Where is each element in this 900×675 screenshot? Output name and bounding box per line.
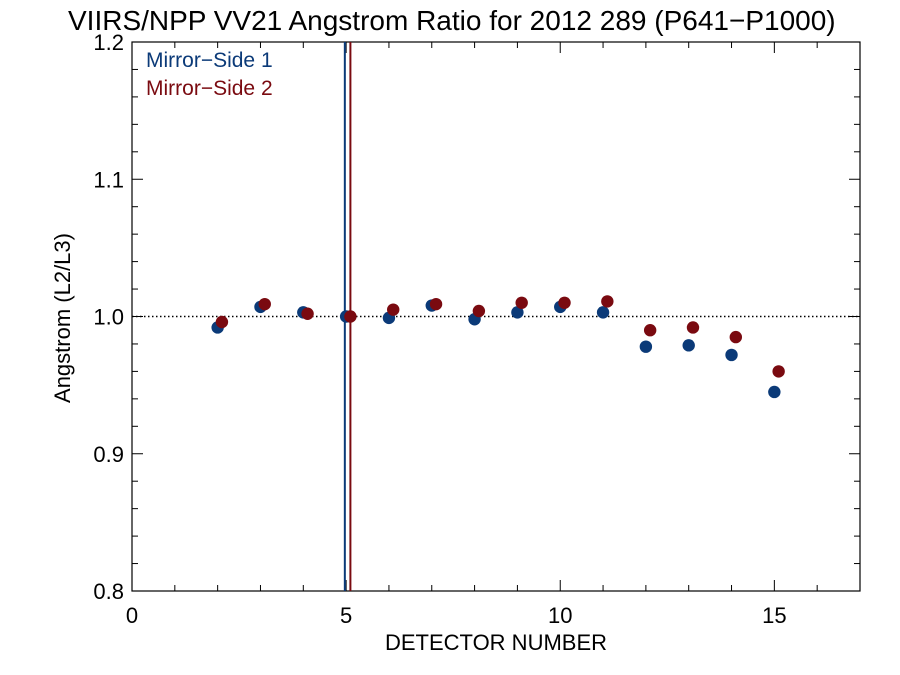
data-point-series-2 [301,307,314,320]
y-axis-label: Angstrom (L2/L3) [50,233,75,403]
x-tick-label: 10 [548,603,572,628]
data-point-series-1 [596,306,610,319]
data-point-series-2 [558,296,571,309]
x-tick-label: 5 [340,603,352,628]
y-tick-label: 1.2 [93,30,124,55]
data-point-series-1 [768,385,781,399]
data-point-series-1 [511,306,524,319]
legend-entry: Mirror−Side 2 [146,77,273,100]
y-tick-label: 1.0 [93,305,124,330]
data-point-series-2 [515,296,528,309]
data-point-series-2 [258,297,271,311]
data-point-series-2 [643,324,657,337]
data-point-series-2 [729,330,743,344]
data-point-series-2 [772,365,785,378]
chart-title: VIIRS/NPP VV21 Angstrom Ratio for 2012 2… [68,5,836,36]
data-point-series-2 [601,295,614,308]
data-point-series-1 [639,340,653,353]
x-tick-label: 15 [762,603,786,628]
x-tick-label: 0 [126,603,138,628]
y-tick-label: 0.8 [93,579,124,604]
y-tick-label: 0.9 [93,442,124,467]
data-point-series-2 [472,304,486,318]
data-point-series-1 [725,348,738,362]
data-point-series-2 [387,303,400,316]
y-tick-label: 1.1 [93,167,124,192]
data-point-series-2 [429,297,443,311]
data-point-series-2 [686,321,700,334]
data-point-series-1 [682,339,695,352]
data-point-series-2 [215,315,229,329]
x-axis-label: DETECTOR NUMBER [385,630,607,655]
data-point-series-2 [344,310,357,323]
legend-entry: Mirror−Side 1 [146,49,273,72]
